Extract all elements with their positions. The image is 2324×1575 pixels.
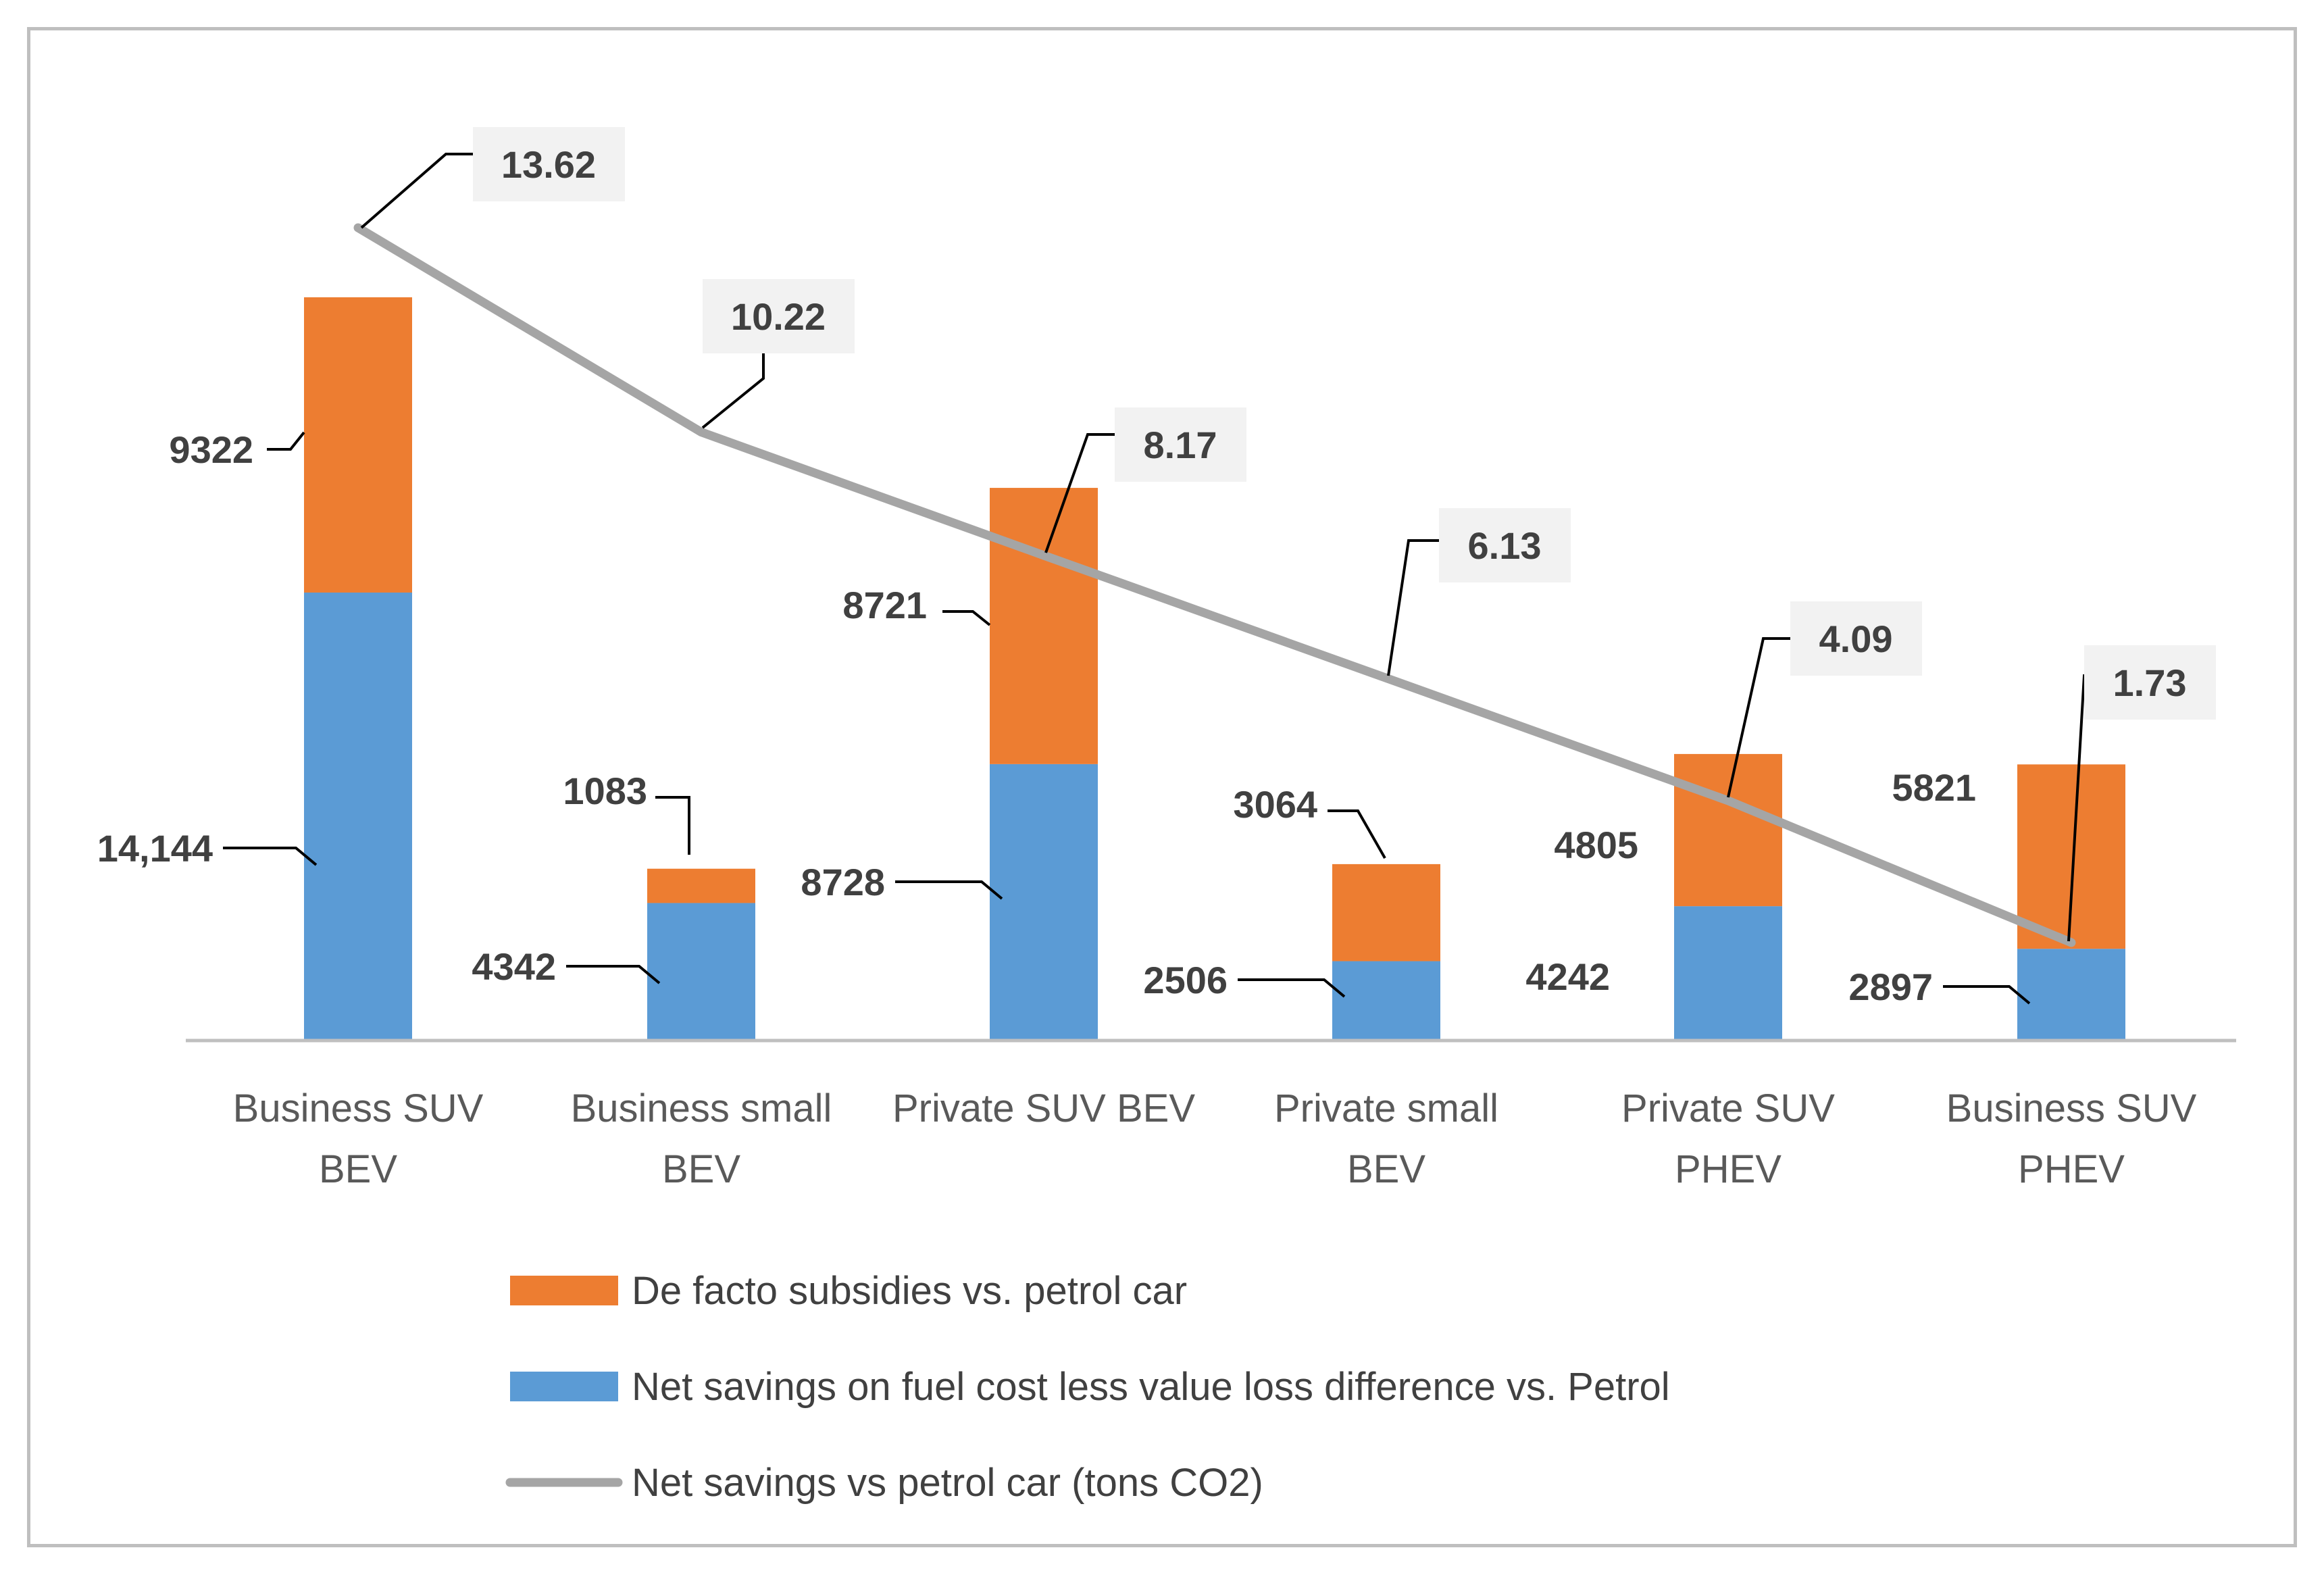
leader-co2-3 — [1387, 539, 1439, 676]
label-net-savings-2: 8728 — [801, 861, 885, 903]
label-co2-4: 4.09 — [1819, 618, 1893, 660]
bar-subsidies-4 — [1674, 753, 1782, 907]
category-label-5-1: PHEV — [2018, 1147, 2125, 1191]
label-co2-3: 6.13 — [1468, 524, 1542, 567]
leader-co2-2 — [1044, 433, 1115, 553]
category-label-5-0: Business SUV — [1946, 1086, 2197, 1130]
category-label-1-0: Business small — [571, 1086, 832, 1130]
category-label-0-1: BEV — [319, 1147, 397, 1191]
label-co2-5: 1.73 — [2113, 661, 2187, 704]
leader-net-savings-0 — [223, 847, 318, 866]
legend-label-2: Net savings vs petrol car (tons CO2) — [632, 1461, 1263, 1505]
label-subsidies-2: 8721 — [842, 584, 927, 626]
category-label-0-0: Business SUV — [233, 1086, 484, 1130]
co2-label-box-4 — [1790, 601, 1922, 676]
bar-subsidies-0 — [304, 297, 412, 593]
co2-label-box-0 — [473, 127, 625, 201]
leader-net-savings-5 — [1943, 985, 2031, 1005]
bar-subsidies-5 — [2017, 764, 2125, 949]
co2-label-box-3 — [1439, 508, 1571, 582]
label-co2-1: 10.22 — [731, 295, 826, 338]
legend-label-1: Net savings on fuel cost less value loss… — [632, 1365, 1670, 1409]
label-subsidies-5: 5821 — [1892, 766, 1976, 809]
leader-co2-4 — [1727, 637, 1790, 798]
label-subsidies-0: 9322 — [169, 428, 253, 471]
label-subsidies-4: 4805 — [1554, 824, 1638, 866]
co2-label-box-5 — [2084, 645, 2216, 720]
label-subsidies-3: 3064 — [1233, 783, 1317, 826]
label-net-savings-0: 14,144 — [97, 827, 213, 870]
label-net-savings-4: 4242 — [1525, 955, 1610, 998]
category-label-2-0: Private SUV BEV — [892, 1086, 1195, 1130]
label-co2-2: 8.17 — [1144, 424, 1217, 466]
category-label-3-0: Private small — [1274, 1086, 1498, 1130]
category-label-3-1: BEV — [1347, 1147, 1425, 1191]
leader-subsidies-3 — [1328, 809, 1386, 859]
leader-net-savings-3 — [1238, 978, 1346, 998]
category-label-4-1: PHEV — [1675, 1147, 1782, 1191]
leader-subsidies-1 — [655, 796, 690, 855]
bar-net-savings-4 — [1674, 906, 1782, 1041]
leader-co2-0 — [360, 153, 473, 229]
bar-net-savings-5 — [2017, 949, 2125, 1041]
leader-net-savings-1 — [566, 965, 661, 984]
bar-net-savings-1 — [647, 903, 755, 1041]
bar-subsidies-2 — [990, 488, 1098, 764]
bar-net-savings-2 — [990, 764, 1098, 1041]
bar-net-savings-0 — [304, 592, 412, 1041]
leader-net-savings-2 — [895, 880, 1003, 900]
category-label-1-1: BEV — [662, 1147, 740, 1191]
leader-subsidies-2 — [942, 610, 991, 626]
label-co2-0: 13.62 — [501, 143, 596, 186]
label-subsidies-1: 1083 — [563, 770, 647, 812]
co2-label-box-2 — [1115, 407, 1246, 482]
leader-subsidies-0 — [267, 431, 305, 451]
label-net-savings-1: 4342 — [472, 945, 556, 988]
category-label-4-0: Private SUV — [1621, 1086, 1835, 1130]
bar-subsidies-3 — [1332, 864, 1440, 961]
legend-swatch-0 — [510, 1276, 618, 1305]
label-net-savings-5: 2897 — [1848, 966, 1933, 1008]
legend-label-0: De facto subsidies vs. petrol car — [632, 1269, 1187, 1313]
legend-swatch-1 — [510, 1372, 618, 1401]
co2-line — [353, 223, 2076, 947]
bar-subsidies-1 — [647, 868, 755, 903]
label-net-savings-3: 2506 — [1143, 959, 1228, 1001]
bar-net-savings-3 — [1332, 961, 1440, 1041]
co2-label-box-1 — [703, 279, 855, 353]
